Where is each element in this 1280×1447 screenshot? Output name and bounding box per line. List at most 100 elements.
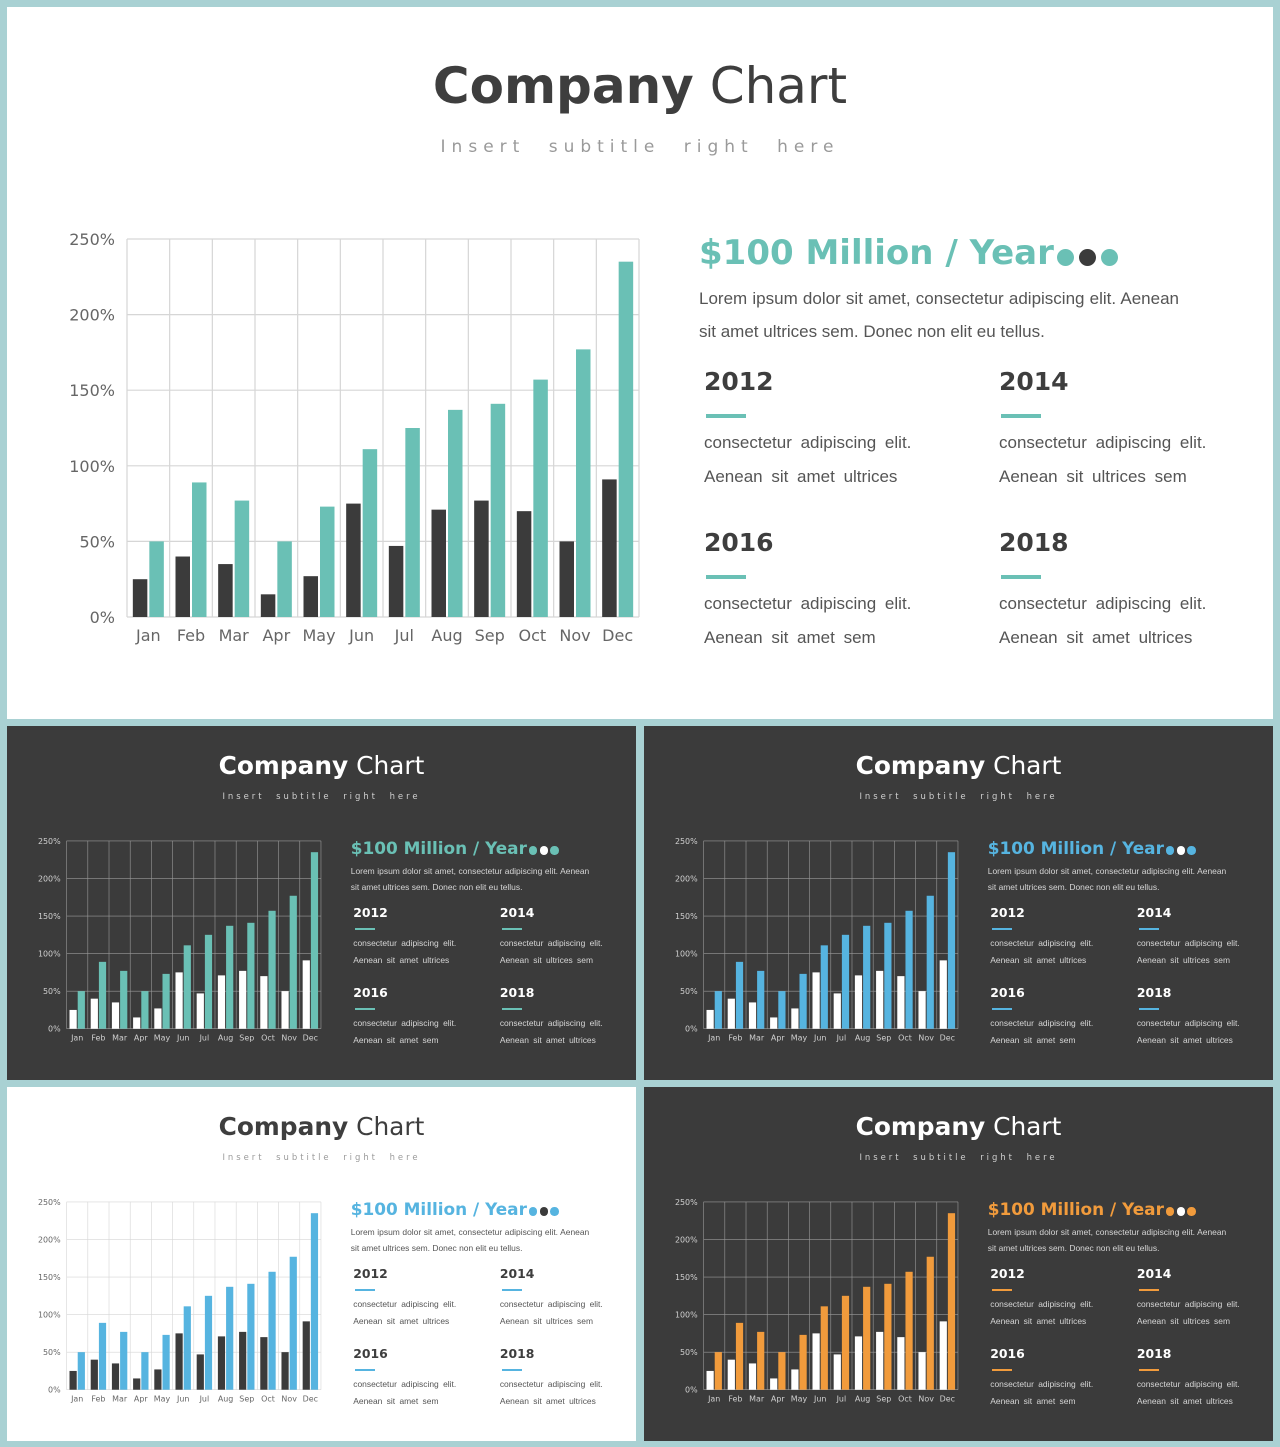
bar-series1 (239, 1332, 247, 1391)
year-text-line2: Aenean sit ultrices sem (1136, 954, 1231, 965)
title-bold: Company (218, 1111, 349, 1141)
bar-series2 (947, 852, 956, 1030)
year-underline (501, 1369, 522, 1372)
y-tick-label: 200% (69, 306, 115, 325)
bar-series2 (226, 926, 234, 1030)
x-tick-label: Oct (898, 1034, 912, 1043)
year-text-line1: consectetur adipiscing elit. (990, 1298, 1094, 1309)
bar-series2 (247, 1284, 255, 1391)
bar-series1 (706, 1010, 714, 1030)
y-tick-label: 200% (675, 1236, 698, 1245)
bar-series1 (132, 579, 148, 617)
year-label: 2016 (704, 528, 774, 557)
y-tick-label: 100% (38, 950, 61, 959)
x-tick-label: Jan (707, 1395, 720, 1404)
bar-series1 (302, 1321, 310, 1391)
bar-series1 (833, 993, 841, 1030)
slide-subtitle: Insert subtitle right here (222, 1151, 421, 1162)
headline-description: Lorem ipsum dolor sit amet, consectetur … (350, 865, 590, 892)
x-tick-label: Jan (70, 1395, 83, 1404)
x-tick-label: Jun (813, 1395, 826, 1404)
bar-series2 (320, 506, 335, 617)
bar-series2 (77, 1352, 85, 1391)
year-text-line1: consectetur adipiscing elit. (499, 1378, 603, 1389)
bar-series2 (714, 991, 722, 1030)
year-label: 2012 (704, 367, 774, 396)
title-regular: Chart (356, 1111, 425, 1141)
x-tick-label: Jul (199, 1034, 210, 1043)
x-tick-label: Sep (876, 1395, 891, 1404)
bar-series1 (133, 1378, 141, 1391)
bar-series1 (281, 1352, 289, 1391)
slide-title: Company Chart (7, 1112, 636, 1141)
bar-series2 (162, 1335, 170, 1391)
year-text-line1: consectetur adipiscing elit. (990, 937, 1094, 948)
bar-series2 (799, 1335, 807, 1391)
bar-series1 (217, 975, 226, 1030)
bar-series1 (90, 998, 98, 1030)
x-tick-label: Apr (262, 626, 290, 645)
title-bold: Company (432, 57, 694, 115)
year-text-line2: Aenean sit amet ultrices (990, 954, 1087, 965)
year-text-line2: Aenean sit ultrices sem (999, 467, 1187, 486)
x-tick-label: Jul (199, 1395, 210, 1404)
headline: $100 Million / Year (350, 838, 527, 859)
slide-dark-teal: Company Chart Insert subtitle right here 0… (7, 726, 636, 1080)
dot-icon (1176, 1207, 1185, 1216)
year-label: 2018 (499, 984, 535, 1000)
x-tick-label: Jan (70, 1034, 83, 1043)
year-underline (355, 928, 376, 931)
year-text-line2: Aenean sit amet sem (353, 1395, 439, 1406)
bar-series1 (559, 541, 574, 617)
bar-series2 (277, 541, 292, 617)
slide-dark-orange: Company Chart Insert subtitle right here 0… (644, 1087, 1273, 1441)
x-tick-label: Mar (112, 1034, 128, 1043)
y-tick-label: 50% (680, 1348, 698, 1357)
bar-series1 (854, 1336, 863, 1391)
x-tick-label: Sep (239, 1395, 254, 1404)
bar-series1 (218, 564, 233, 617)
x-tick-label: Nov (559, 626, 590, 645)
x-tick-label: Nov (918, 1034, 934, 1043)
title-regular: Chart (993, 1111, 1062, 1141)
x-tick-label: Aug (431, 626, 462, 645)
x-tick-label: Mar (749, 1395, 765, 1404)
y-tick-label: 100% (675, 1311, 698, 1320)
title-bold: Company (855, 1111, 986, 1141)
year-underline (706, 575, 746, 579)
year-label: 2016 (353, 984, 388, 1000)
year-text-line1: consectetur adipiscing elit. (999, 594, 1207, 613)
bar-series2 (448, 409, 463, 617)
y-tick-label: 150% (38, 1273, 61, 1282)
bar-series2 (310, 1213, 319, 1391)
bar-series2 (884, 1284, 892, 1391)
title-bold: Company (855, 750, 986, 780)
bar-series1 (346, 503, 361, 617)
year-text-line1: consectetur adipiscing elit. (990, 1378, 1094, 1389)
bar-series1 (727, 1359, 735, 1391)
bar-series1 (175, 972, 183, 1030)
x-tick-label: Jul (394, 626, 414, 645)
x-tick-label: Jul (836, 1395, 847, 1404)
year-underline (1138, 1369, 1159, 1372)
bar-series2 (77, 991, 85, 1030)
dot-icon (550, 1207, 559, 1216)
bar-series1 (939, 1321, 947, 1391)
bar-series1 (111, 1002, 120, 1030)
bar-series1 (302, 960, 310, 1030)
year-underline (992, 928, 1013, 931)
x-tick-label: Jun (176, 1395, 189, 1404)
x-tick-label: May (791, 1395, 808, 1404)
headline: $100 Million / Year (987, 1199, 1164, 1220)
bar-series2 (757, 1332, 765, 1391)
y-tick-label: 150% (38, 912, 61, 921)
bar-series2 (149, 541, 164, 617)
dot-icon (1057, 249, 1074, 266)
year-label: 2012 (990, 904, 1025, 920)
bar-chart: 0% 50% 100% 150% 200% 250% Jan Feb Mar Apr May Jun J… (69, 230, 640, 645)
year-text-line2: Aenean sit amet ultrices (990, 1315, 1087, 1326)
year-text-line2: Aenean sit amet ultrices (353, 1315, 450, 1326)
bar-series1 (939, 960, 947, 1030)
x-tick-label: Oct (261, 1034, 275, 1043)
year-underline (355, 1369, 376, 1372)
